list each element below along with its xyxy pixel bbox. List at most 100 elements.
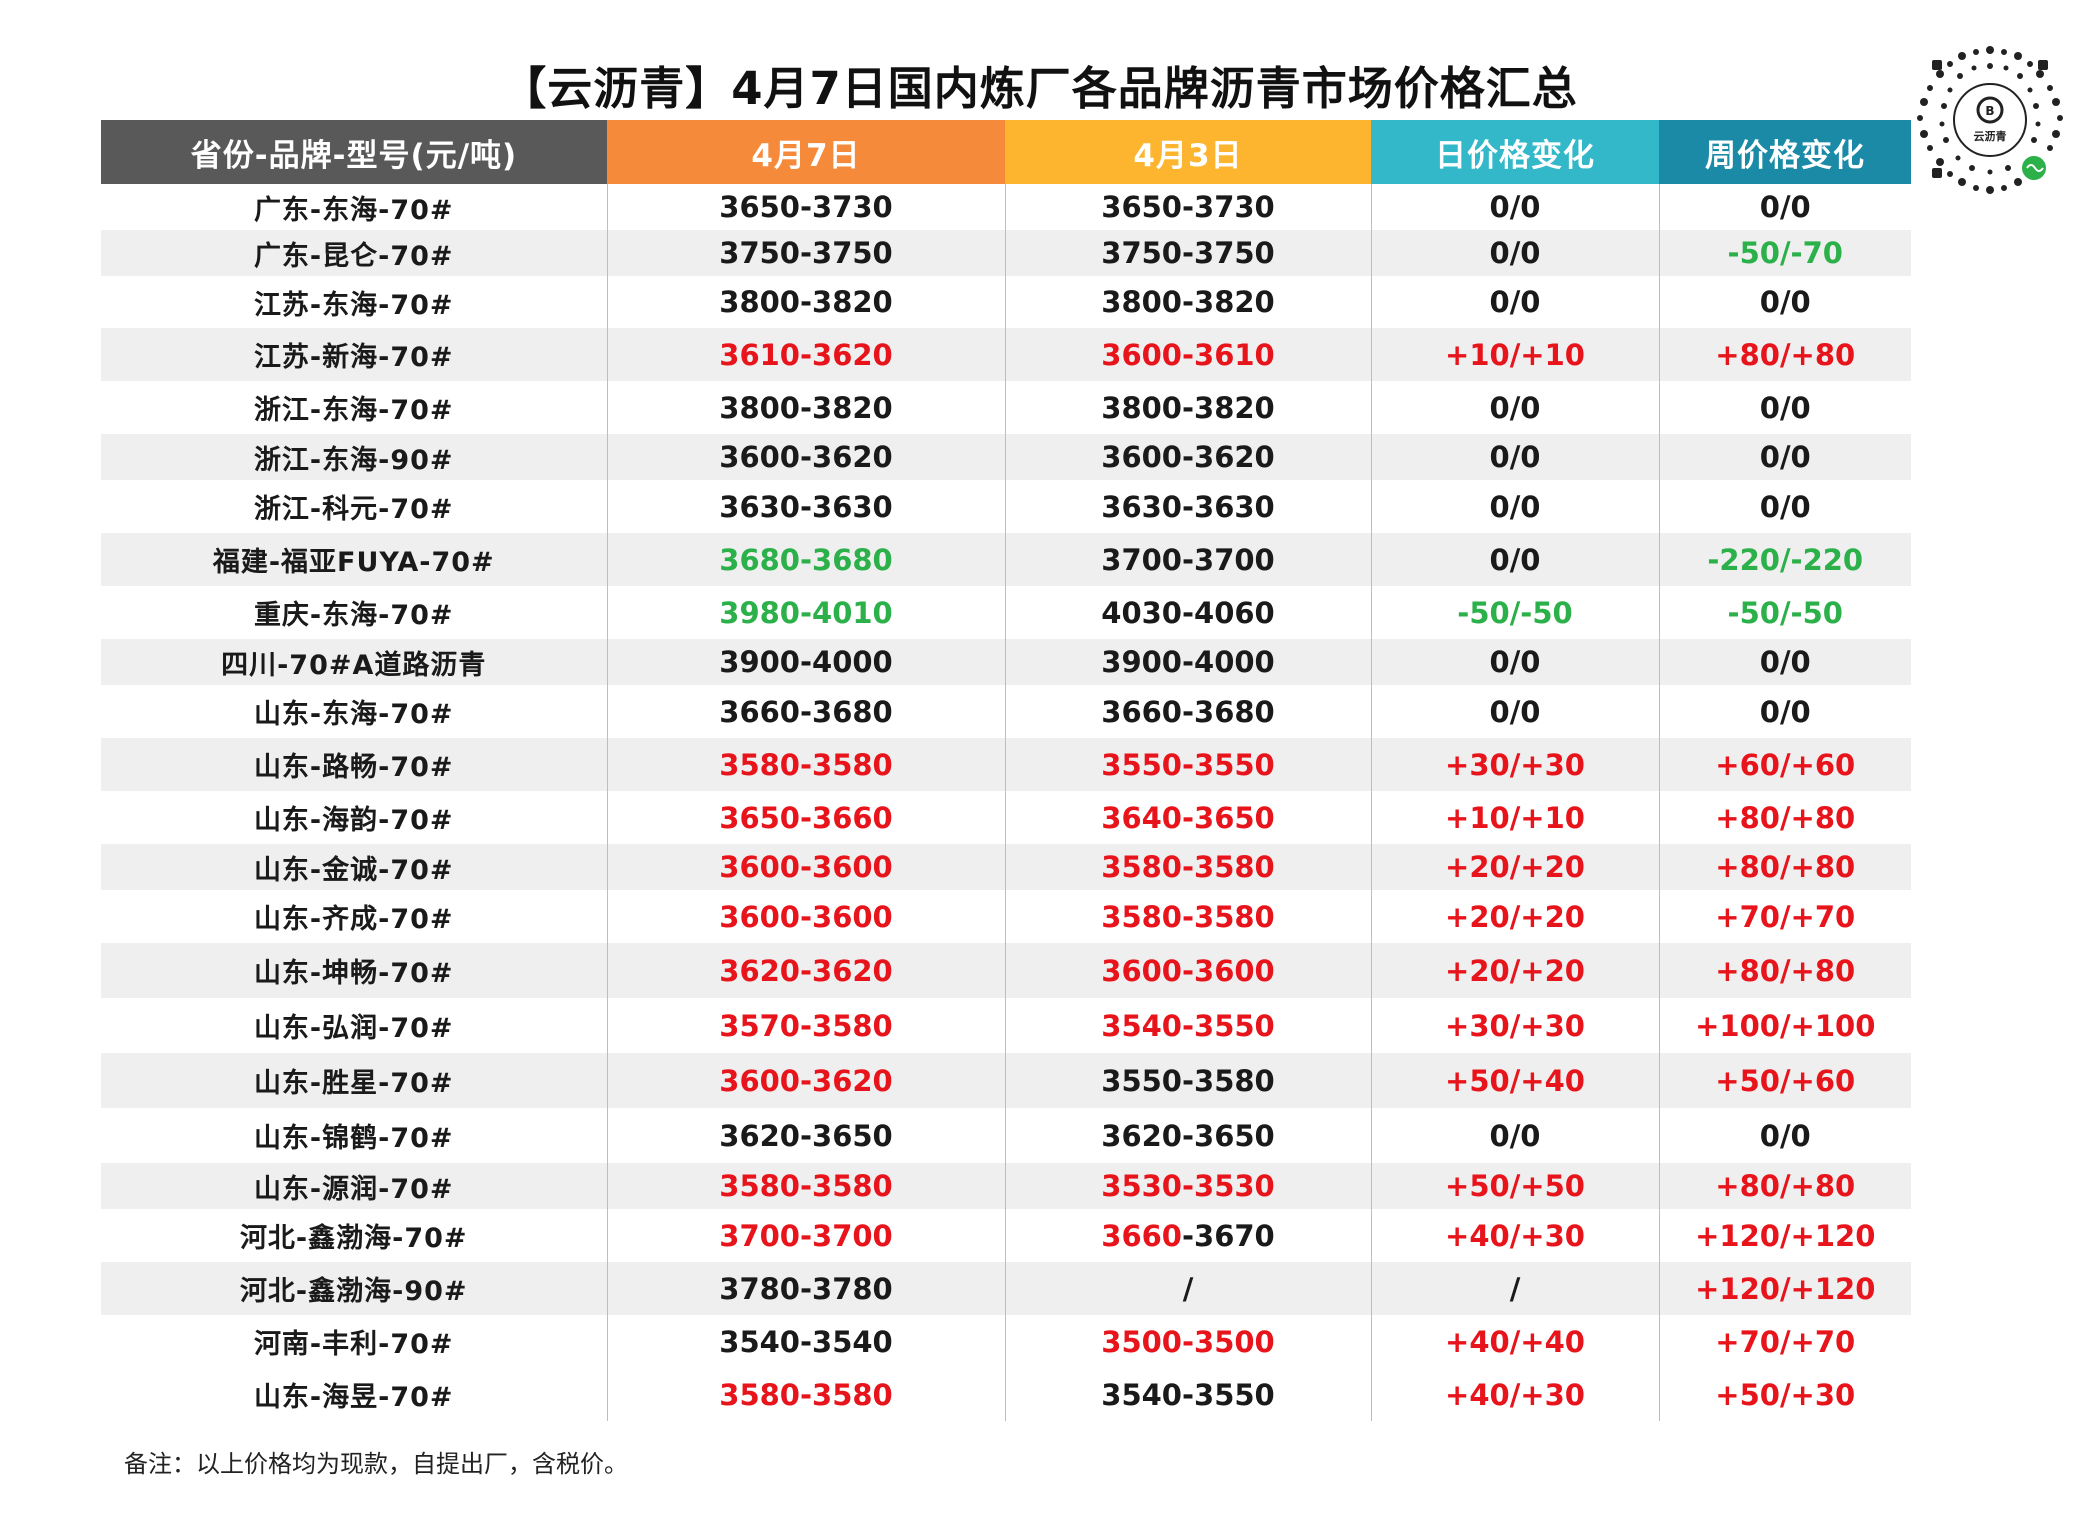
table-row: 福建-福亚FUYA-70# 3680-3680 3700-3700 0/0 -220/-… — [101, 533, 1911, 586]
price-today-cell: 3680-3680 — [607, 533, 1006, 586]
price-today-cell: 3900-4000 — [607, 639, 1006, 685]
price-prev-cell: 3600-3600 — [1005, 943, 1372, 998]
price-prev-cell: 3600-3610 — [1005, 328, 1372, 381]
price-prev-cell: / — [1005, 1262, 1372, 1315]
price-today-cell: 3700-3700 — [607, 1209, 1006, 1262]
week-change-cell: +80/+80 — [1659, 1163, 1911, 1209]
brand-cell: 山东-海昱-70# — [101, 1368, 608, 1421]
header-cell: 4月3日 — [1005, 120, 1371, 184]
week-change-cell: 0/0 — [1659, 434, 1911, 480]
price-today-cell: 3600-3620 — [607, 1053, 1006, 1108]
week-change-cell: +60/+60 — [1659, 738, 1911, 791]
price-prev-cell: 3800-3820 — [1005, 276, 1372, 328]
table-row: 山东-锦鹤-70# 3620-3650 3620-3650 0/0 0/0 — [101, 1108, 1911, 1163]
price-prev-cell: 3650-3730 — [1005, 184, 1372, 230]
table-row: 浙江-东海-90# 3600-3620 3600-3620 0/0 0/0 — [101, 434, 1911, 480]
brand-cell: 山东-金诚-70# — [101, 844, 608, 890]
week-change-cell: +100/+100 — [1695, 1008, 1876, 1043]
footnote: 备注：以上价格均为现款，自提出厂，含税价。 — [124, 1450, 628, 1478]
week-change-cell: 0/0 — [1659, 639, 1911, 685]
week-change-cell: 0/0 — [1759, 285, 1811, 319]
table-row: 重庆-东海-70# 3980-4010 4030-4060 -50/-50 -50/-5… — [101, 586, 1911, 639]
table-row: 山东-海昱-70# 3580-3580 3540-3550 +40/+30 +50/+3… — [101, 1368, 1911, 1421]
price-prev-cell: 3800-3820 — [1005, 381, 1372, 434]
header-cell: 省份-品牌-型号(元/吨) — [101, 120, 607, 184]
brand-cell: 四川-70#A道路沥青 — [101, 639, 608, 685]
price-prev-cell: 3630-3630 — [1005, 480, 1372, 533]
week-change-cell: +120/+120 — [1695, 1218, 1876, 1253]
table-row: 山东-弘润-70# 3570-3580 3540-3550 +30/+30 +100/+… — [101, 998, 1911, 1053]
table-row: 山东-路畅-70# 3580-3580 3550-3550 +30/+30 +60/+6… — [101, 738, 1911, 791]
week-change-cell: -50/-50 — [1727, 595, 1843, 630]
table-row: 四川-70#A道路沥青 3900-4000 3900-4000 0/0 0/0 — [101, 639, 1911, 685]
price-prev-part: 3660 — [1101, 1218, 1182, 1253]
week-change-cell: +80/+80 — [1715, 800, 1856, 835]
day-change-cell: +40/+40 — [1371, 1315, 1660, 1368]
price-prev-cell: 3550-3580 — [1005, 1053, 1372, 1108]
price-today-cell: 3600-3600 — [607, 890, 1006, 943]
price-prev-cell: 3660-3670 — [1005, 1209, 1372, 1262]
price-prev-cell: 3700-3700 — [1005, 533, 1372, 586]
price-prev-cell: 3620-3650 — [1005, 1108, 1372, 1163]
price-prev-cell: 3550-3550 — [1005, 738, 1372, 791]
price-today-cell: 3650-3730 — [607, 184, 1006, 230]
day-change-cell: 0/0 — [1371, 480, 1660, 533]
brand-cell: 山东-胜星-70# — [101, 1053, 608, 1108]
table-header-row: 省份-品牌-型号(元/吨) 4月7日 4月3日 日价格变化 周价格变化 — [101, 120, 1911, 184]
table-row: 广东-昆仑-70# 3750-3750 3750-3750 0/0 -50/-70 — [101, 230, 1911, 276]
price-prev-cell: 3580-3580 — [1005, 890, 1372, 943]
header-cell: 周价格变化 — [1659, 120, 1911, 184]
table-row: 江苏-东海-70# 3800-3820 3800-3820 0/0 0/0 — [101, 276, 1911, 328]
brand-cell: 山东-海韵-70# — [101, 791, 608, 844]
brand-cell: 浙江-东海-70# — [101, 381, 608, 434]
price-today-cell: 3580-3580 — [607, 1163, 1006, 1209]
week-change-cell: -220/-220 — [1659, 533, 1911, 586]
day-change-cell: 0/0 — [1371, 434, 1660, 480]
day-change-cell: 0/0 — [1371, 533, 1660, 586]
brand-cell: 山东-源润-70# — [101, 1163, 608, 1209]
day-change-cell: +30/+30 — [1371, 738, 1660, 791]
price-prev-cell: 3600-3620 — [1005, 434, 1372, 480]
price-today-cell: 3800-3820 — [607, 381, 1006, 434]
day-change-cell: +40/+30 — [1371, 1368, 1660, 1421]
day-change-cell: 0/0 — [1371, 1108, 1660, 1163]
price-prev-cell: 3900-4000 — [1005, 639, 1372, 685]
qr-label: 云沥青 — [1974, 129, 2007, 143]
price-prev-cell: 3530-3530 — [1005, 1163, 1372, 1209]
table-row: 浙江-科元-70# 3630-3630 3630-3630 0/0 0/0 — [101, 480, 1911, 533]
table-row: 山东-东海-70# 3660-3680 3660-3680 0/0 0/0 — [101, 685, 1911, 738]
table-row: 浙江-东海-70# 3800-3820 3800-3820 0/0 0/0 — [101, 381, 1911, 434]
week-change-cell: 0/0 — [1759, 694, 1811, 729]
price-today-cell: 3800-3820 — [607, 276, 1006, 328]
price-today-cell: 3610-3620 — [607, 328, 1006, 381]
brand-cell: 浙江-东海-90# — [101, 434, 608, 480]
day-change-cell: +10/+10 — [1371, 791, 1660, 844]
brand-cell: 福建-福亚FUYA-70# — [101, 533, 608, 586]
day-change-cell: 0/0 — [1371, 381, 1660, 434]
price-prev-cell: 3540-3550 — [1005, 1368, 1372, 1421]
week-change-cell: -50/-70 — [1659, 230, 1911, 276]
week-change-cell: +70/+70 — [1715, 1324, 1856, 1359]
price-prev-cell: 3500-3500 — [1005, 1315, 1372, 1368]
brand-cell: 山东-齐成-70# — [101, 890, 608, 943]
day-change-cell: / — [1371, 1262, 1660, 1315]
qr-code-icon: B 云沥青 — [1917, 46, 2063, 194]
price-today-cell: 3580-3580 — [607, 738, 1006, 791]
table-row: 山东-金诚-70# 3600-3600 3580-3580 +20/+20 +80/+8… — [101, 844, 1911, 890]
day-change-cell: +40/+30 — [1371, 1209, 1660, 1262]
price-today-cell: 3650-3660 — [607, 791, 1006, 844]
week-change-cell: +50/+60 — [1659, 1053, 1911, 1108]
week-change-cell: +80/+80 — [1659, 943, 1911, 998]
price-prev-cell: 4030-4060 — [1005, 586, 1372, 639]
price-prev-cell: 3580-3580 — [1005, 844, 1372, 890]
brand-cell: 重庆-东海-70# — [101, 586, 608, 639]
price-prev-cell: 3540-3550 — [1005, 998, 1372, 1053]
price-today-cell: 3660-3680 — [607, 685, 1006, 738]
price-today-cell: 3630-3630 — [607, 480, 1006, 533]
table-row: 河北-鑫渤海-70# 3700-3700 3660-3670 +40/+30 +120/… — [101, 1209, 1911, 1262]
price-prev-cell: 3640-3650 — [1005, 791, 1372, 844]
week-change-cell: 0/0 — [1759, 190, 1811, 224]
day-change-cell: 0/0 — [1371, 184, 1660, 230]
table-row: 河北-鑫渤海-90# 3780-3780// +120/+120 — [101, 1262, 1911, 1315]
brand-cell: 江苏-东海-70# — [101, 276, 608, 328]
